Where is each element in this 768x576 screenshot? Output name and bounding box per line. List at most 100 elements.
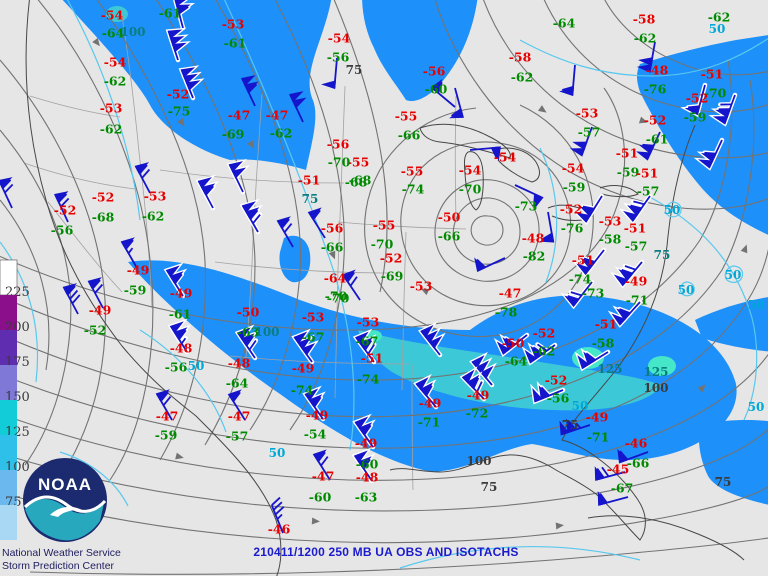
svg-text:-61: -61 — [159, 6, 182, 21]
svg-text:-69: -69 — [222, 127, 245, 142]
svg-text:100: 100 — [466, 454, 491, 468]
svg-text:-52: -52 — [167, 87, 190, 102]
svg-text:75: 75 — [654, 248, 671, 262]
svg-text:-49: -49 — [127, 263, 150, 278]
svg-text:-82: -82 — [523, 249, 546, 264]
svg-text:-49: -49 — [586, 410, 609, 425]
svg-text:-55: -55 — [373, 218, 396, 233]
svg-text:-52: -52 — [686, 91, 709, 106]
svg-text:50: 50 — [725, 268, 742, 282]
noaa-logo: NOAA — [23, 458, 107, 542]
svg-text:-66: -66 — [627, 456, 650, 471]
svg-text:-52: -52 — [84, 323, 107, 338]
svg-text:-52: -52 — [560, 202, 583, 217]
svg-text:-53: -53 — [144, 189, 167, 204]
noaa-logo-text: NOAA — [38, 475, 92, 494]
svg-text:-67: -67 — [611, 481, 634, 496]
svg-text:-59: -59 — [124, 283, 147, 298]
svg-text:50: 50 — [748, 400, 765, 414]
svg-text:-63: -63 — [237, 325, 260, 340]
agency-line-2: Storm Prediction Center — [2, 559, 115, 572]
svg-text:-51: -51 — [298, 173, 321, 188]
svg-text:-61: -61 — [169, 307, 192, 322]
svg-text:-71: -71 — [626, 293, 649, 308]
svg-text:-51: -51 — [636, 166, 659, 181]
svg-text:-75: -75 — [168, 104, 191, 119]
svg-text:-64: -64 — [102, 26, 125, 41]
svg-text:-63: -63 — [355, 490, 378, 505]
svg-text:-69: -69 — [381, 269, 404, 284]
svg-text:-68: -68 — [349, 173, 372, 188]
svg-text:-74: -74 — [291, 383, 314, 398]
svg-text:-66: -66 — [438, 229, 461, 244]
svg-text:-62: -62 — [104, 74, 127, 89]
svg-text:-74: -74 — [569, 272, 592, 287]
svg-text:-58: -58 — [599, 232, 622, 247]
svg-text:125: 125 — [597, 362, 622, 376]
svg-text:-70: -70 — [459, 182, 482, 197]
svg-text:-51: -51 — [595, 317, 618, 332]
svg-text:-60: -60 — [425, 82, 448, 97]
svg-text:-45: -45 — [607, 462, 630, 477]
svg-text:-73: -73 — [515, 199, 538, 214]
noaa-logo-wave — [23, 495, 107, 513]
svg-text:-51: -51 — [701, 67, 724, 82]
coastlines — [25, 0, 745, 576]
svg-text:-62: -62 — [142, 209, 165, 224]
svg-text:-52: -52 — [533, 326, 556, 341]
svg-text:-47: -47 — [266, 108, 289, 123]
svg-text:-53: -53 — [222, 17, 245, 32]
svg-text:-55: -55 — [347, 155, 370, 170]
agency-attribution: National Weather Service Storm Predictio… — [2, 547, 121, 572]
svg-text:-49: -49 — [170, 286, 193, 301]
svg-text:-50: -50 — [438, 210, 461, 225]
svg-text:-57: -57 — [578, 125, 601, 140]
svg-text:-52: -52 — [380, 251, 403, 266]
svg-text:-58: -58 — [509, 50, 532, 65]
svg-text:-67: -67 — [356, 334, 379, 349]
svg-text:-53: -53 — [576, 106, 599, 121]
wind-barbs — [0, 0, 738, 534]
svg-text:100: 100 — [643, 381, 668, 395]
svg-text:-62: -62 — [533, 344, 556, 359]
svg-text:-51: -51 — [361, 351, 384, 366]
svg-text:75: 75 — [302, 192, 319, 206]
svg-text:-64: -64 — [226, 376, 249, 391]
svg-text:-54: -54 — [304, 427, 327, 442]
svg-text:-48: -48 — [522, 231, 545, 246]
svg-text:-54: -54 — [494, 150, 517, 165]
svg-text:-54: -54 — [459, 163, 482, 178]
svg-text:-56: -56 — [51, 223, 74, 238]
svg-text:-52: -52 — [644, 113, 667, 128]
svg-text:75: 75 — [481, 480, 498, 494]
svg-text:-46: -46 — [268, 522, 291, 537]
svg-text:-76: -76 — [561, 221, 584, 236]
svg-text:-57: -57 — [625, 239, 648, 254]
noaa-logo-bird-icon — [50, 506, 84, 517]
svg-text:-78: -78 — [495, 305, 518, 320]
svg-text:50: 50 — [572, 399, 589, 413]
svg-text:-70: -70 — [325, 289, 348, 304]
svg-text:-59: -59 — [617, 165, 640, 180]
svg-text:-52: -52 — [92, 190, 115, 205]
svg-text:75: 75 — [562, 418, 579, 432]
svg-text:-59: -59 — [563, 180, 586, 195]
svg-text:-66: -66 — [398, 128, 421, 143]
svg-text:-71: -71 — [418, 415, 441, 430]
svg-text:-54: -54 — [328, 31, 351, 46]
svg-text:50: 50 — [664, 203, 681, 217]
svg-text:-64: -64 — [553, 16, 576, 31]
svg-text:-49: -49 — [306, 408, 329, 423]
svg-text:-62: -62 — [511, 70, 534, 85]
svg-text:-53: -53 — [302, 310, 325, 325]
svg-text:-56: -56 — [165, 360, 188, 375]
svg-text:-60: -60 — [309, 490, 332, 505]
svg-text:-56: -56 — [327, 137, 350, 152]
svg-text:-61: -61 — [646, 132, 669, 147]
svg-text:100: 100 — [120, 25, 145, 39]
svg-text:-56: -56 — [547, 391, 570, 406]
